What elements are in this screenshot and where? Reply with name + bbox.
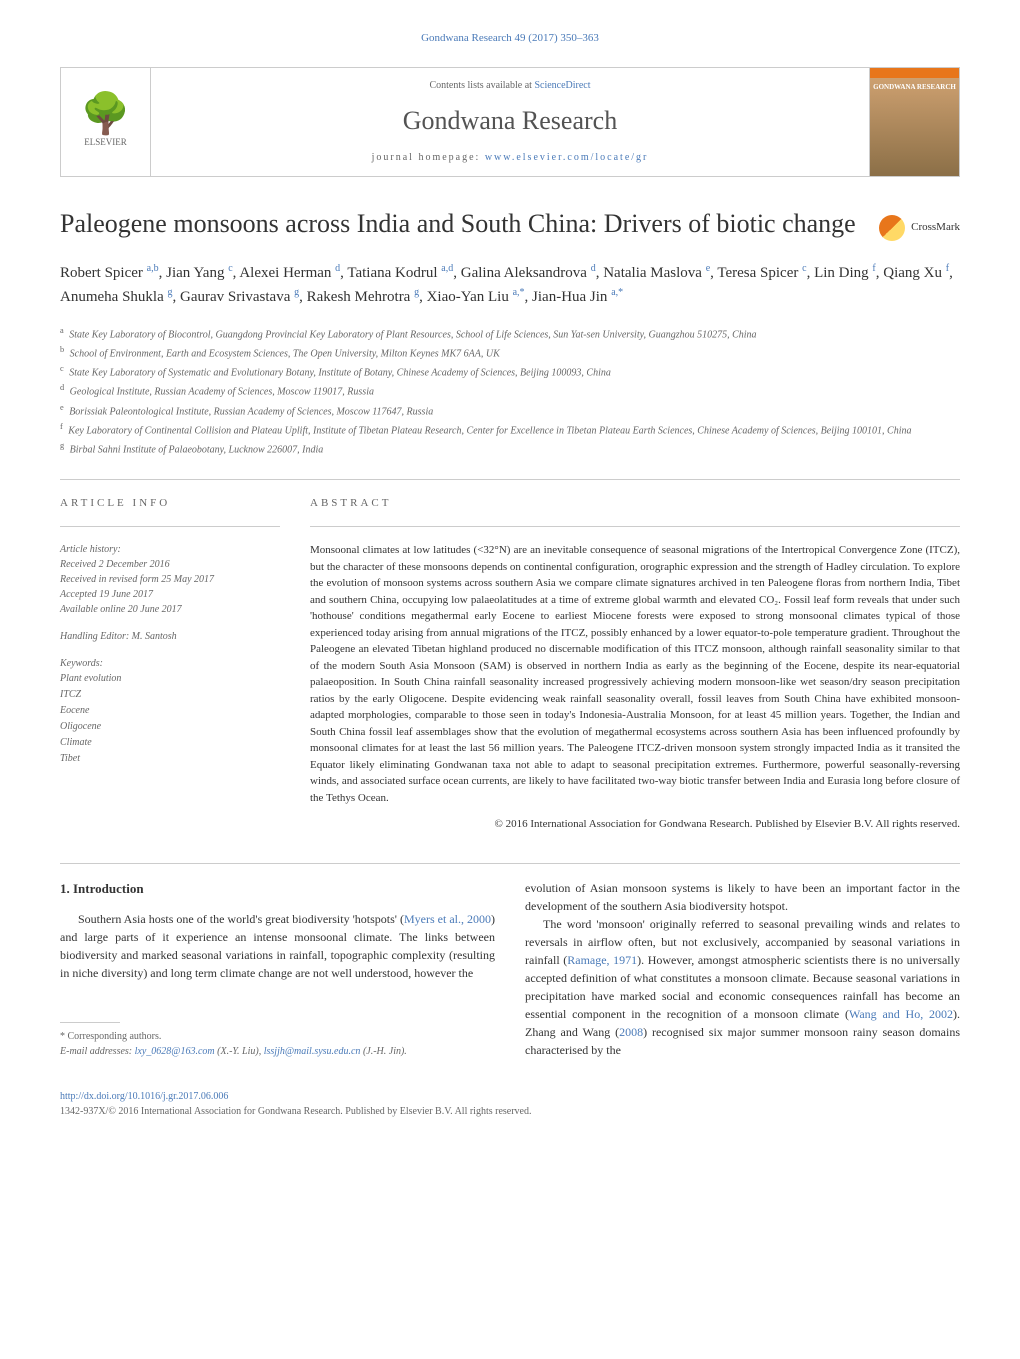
elsevier-tree-icon: 🌳 — [81, 94, 131, 134]
cover-title: GONDWANA RESEARCH — [873, 82, 956, 93]
journal-name: Gondwana Research — [403, 101, 617, 140]
abstract-copyright: © 2016 International Association for Gon… — [310, 816, 960, 833]
abstract-heading: ABSTRACT — [310, 495, 960, 512]
keyword: ITCZ — [60, 687, 280, 703]
keywords-label: Keywords: — [60, 656, 280, 671]
abstract-text: Monsoonal climates at low latitudes (<32… — [310, 542, 960, 806]
body-text-left: Southern Asia hosts one of the world's g… — [60, 910, 495, 982]
keyword: Climate — [60, 735, 280, 751]
affiliation: b School of Environment, Earth and Ecosy… — [60, 343, 960, 362]
keywords-block: Keywords: Plant evolutionITCZEoceneOligo… — [60, 656, 280, 767]
footnote-divider — [60, 1022, 120, 1023]
divider — [60, 479, 960, 480]
contents-line: Contents lists available at ScienceDirec… — [429, 78, 590, 93]
article-title: Paleogene monsoons across India and Sout… — [60, 207, 859, 241]
keyword: Tibet — [60, 751, 280, 767]
sciencedirect-link[interactable]: ScienceDirect — [534, 80, 590, 91]
publisher-logo-box: 🌳 ELSEVIER — [61, 68, 151, 176]
affiliations-list: a State Key Laboratory of Biocontrol, Gu… — [60, 324, 960, 459]
elsevier-label: ELSEVIER — [84, 136, 127, 150]
affiliation: e Borissiak Paleontological Institute, R… — [60, 401, 960, 420]
crossmark-label: CrossMark — [911, 219, 960, 236]
email-label: E-mail addresses: — [60, 1046, 132, 1057]
divider — [310, 526, 960, 527]
header-center: Contents lists available at ScienceDirec… — [151, 68, 869, 176]
page-footer: http://dx.doi.org/10.1016/j.gr.2017.06.0… — [60, 1089, 960, 1119]
history-item: Available online 20 June 2017 — [60, 602, 280, 617]
keyword: Plant evolution — [60, 671, 280, 687]
homepage-prefix: journal homepage: — [372, 152, 485, 163]
keyword: Oligocene — [60, 719, 280, 735]
history-item: Received 2 December 2016 — [60, 557, 280, 572]
affiliation: a State Key Laboratory of Biocontrol, Gu… — [60, 324, 960, 343]
email-addresses: E-mail addresses: lxy_0628@163.com (X.-Y… — [60, 1044, 495, 1059]
handling-editor: Handling Editor: M. Santosh — [60, 629, 280, 644]
email-who-2: (J.-H. Jin). — [363, 1046, 407, 1057]
body-text-right: evolution of Asian monsoon systems is li… — [525, 879, 960, 1059]
history-item: Accepted 19 June 2017 — [60, 587, 280, 602]
divider — [60, 863, 960, 864]
email-link-1[interactable]: lxy_0628@163.com — [135, 1046, 215, 1057]
header-band: 🌳 ELSEVIER Contents lists available at S… — [60, 67, 960, 177]
abstract-column: ABSTRACT Monsoonal climates at low latit… — [310, 495, 960, 833]
history-label: Article history: — [60, 542, 280, 557]
title-row: Paleogene monsoons across India and Sout… — [60, 207, 960, 241]
issn-copyright-line: 1342-937X/© 2016 International Associati… — [60, 1104, 960, 1119]
homepage-line: journal homepage: www.elsevier.com/locat… — [372, 150, 649, 165]
article-info-heading: ARTICLE INFO — [60, 495, 280, 512]
doi-link[interactable]: http://dx.doi.org/10.1016/j.gr.2017.06.0… — [60, 1089, 960, 1104]
introduction-heading: 1. Introduction — [60, 879, 495, 899]
journal-reference: Gondwana Research 49 (2017) 350–363 — [60, 30, 960, 47]
corresponding-authors-note: * Corresponding authors. — [60, 1029, 495, 1044]
paragraph: Southern Asia hosts one of the world's g… — [60, 910, 495, 982]
email-link-2[interactable]: lssjjh@mail.sysu.edu.cn — [264, 1046, 361, 1057]
keyword: Eocene — [60, 703, 280, 719]
affiliation: g Birbal Sahni Institute of Palaeobotany… — [60, 439, 960, 458]
article-history: Article history: Received 2 December 201… — [60, 542, 280, 617]
cover-orange-band — [870, 68, 959, 78]
history-item: Received in revised form 25 May 2017 — [60, 572, 280, 587]
main-body-columns: 1. Introduction Southern Asia hosts one … — [60, 879, 960, 1060]
paragraph: evolution of Asian monsoon systems is li… — [525, 879, 960, 915]
elsevier-logo: 🌳 ELSEVIER — [71, 82, 141, 162]
journal-cover: GONDWANA RESEARCH — [869, 68, 959, 176]
affiliation: f Key Laboratory of Continental Collisio… — [60, 420, 960, 439]
paragraph: The word 'monsoon' originally referred t… — [525, 915, 960, 1059]
info-abstract-row: ARTICLE INFO Article history: Received 2… — [60, 495, 960, 833]
right-column: evolution of Asian monsoon systems is li… — [525, 879, 960, 1060]
divider — [60, 526, 280, 527]
homepage-link[interactable]: www.elsevier.com/locate/gr — [485, 152, 649, 163]
authors-list: Robert Spicer a,b, Jian Yang c, Alexei H… — [60, 261, 960, 309]
affiliation: c State Key Laboratory of Systematic and… — [60, 362, 960, 381]
crossmark-icon — [879, 215, 905, 241]
crossmark-widget[interactable]: CrossMark — [879, 215, 960, 241]
footnote-block: * Corresponding authors. E-mail addresse… — [60, 1022, 495, 1059]
contents-prefix: Contents lists available at — [429, 80, 534, 91]
left-column: 1. Introduction Southern Asia hosts one … — [60, 879, 495, 1060]
email-who-1: (X.-Y. Liu), — [217, 1046, 261, 1057]
affiliation: d Geological Institute, Russian Academy … — [60, 381, 960, 400]
article-info-column: ARTICLE INFO Article history: Received 2… — [60, 495, 280, 833]
